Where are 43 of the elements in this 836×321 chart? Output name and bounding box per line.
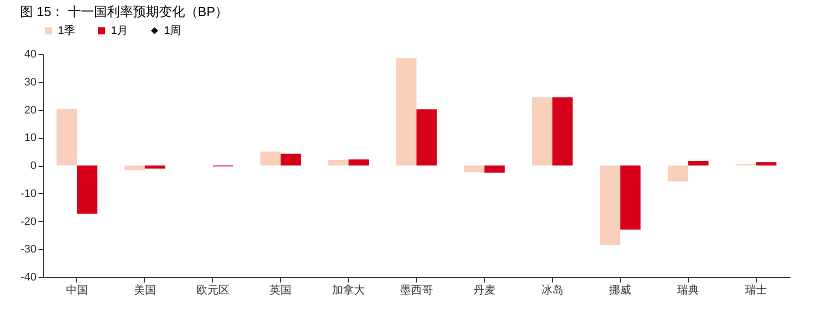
y-tick-label: 0	[30, 160, 36, 172]
y-tick-label: -30	[20, 244, 36, 256]
x-tick-label: 瑞士	[745, 284, 768, 296]
bar	[464, 166, 484, 172]
y-tick-label: -20	[20, 216, 36, 228]
y-tick-label: -10	[20, 188, 36, 200]
bar	[756, 162, 776, 166]
legend-label: 1周	[164, 24, 182, 37]
legend-label: 1季	[58, 24, 76, 37]
x-tick-label: 丹麦	[473, 284, 496, 296]
x-tick-label: 加拿大	[332, 284, 366, 296]
x-tick-label: 英国	[270, 284, 292, 296]
x-tick-label: 冰岛	[541, 284, 564, 296]
y-tick-label: 40	[24, 48, 36, 60]
bar	[76, 166, 98, 214]
bar	[144, 166, 166, 169]
bar	[552, 97, 573, 166]
y-tick-label: -40	[20, 272, 36, 284]
bar	[56, 108, 77, 166]
bar	[600, 166, 620, 245]
chart-title: 图 15： 十一国利率预期变化（BP）	[20, 4, 228, 19]
bar	[260, 152, 281, 166]
y-tick-label: 10	[24, 132, 36, 144]
bar	[688, 161, 709, 166]
x-tick-label: 瑞典	[677, 284, 700, 296]
x-tick-label: 墨西哥	[400, 284, 433, 296]
x-tick-label: 美国	[134, 284, 156, 296]
bar	[668, 166, 688, 182]
bar	[396, 58, 416, 166]
bar	[620, 166, 641, 230]
bar	[280, 154, 302, 166]
y-tick-label: 20	[24, 104, 36, 116]
x-tick-label: 中国	[66, 284, 88, 296]
bar	[532, 97, 552, 166]
legend-label: 1月	[111, 24, 128, 37]
bar	[416, 109, 437, 166]
bar	[328, 160, 349, 166]
x-tick-label: 挪威	[609, 284, 632, 296]
y-tick-label: 30	[24, 76, 36, 88]
x-tick-label: 欧元区	[196, 284, 230, 296]
bar	[348, 159, 369, 166]
bar	[484, 166, 505, 173]
bar	[124, 166, 145, 170]
